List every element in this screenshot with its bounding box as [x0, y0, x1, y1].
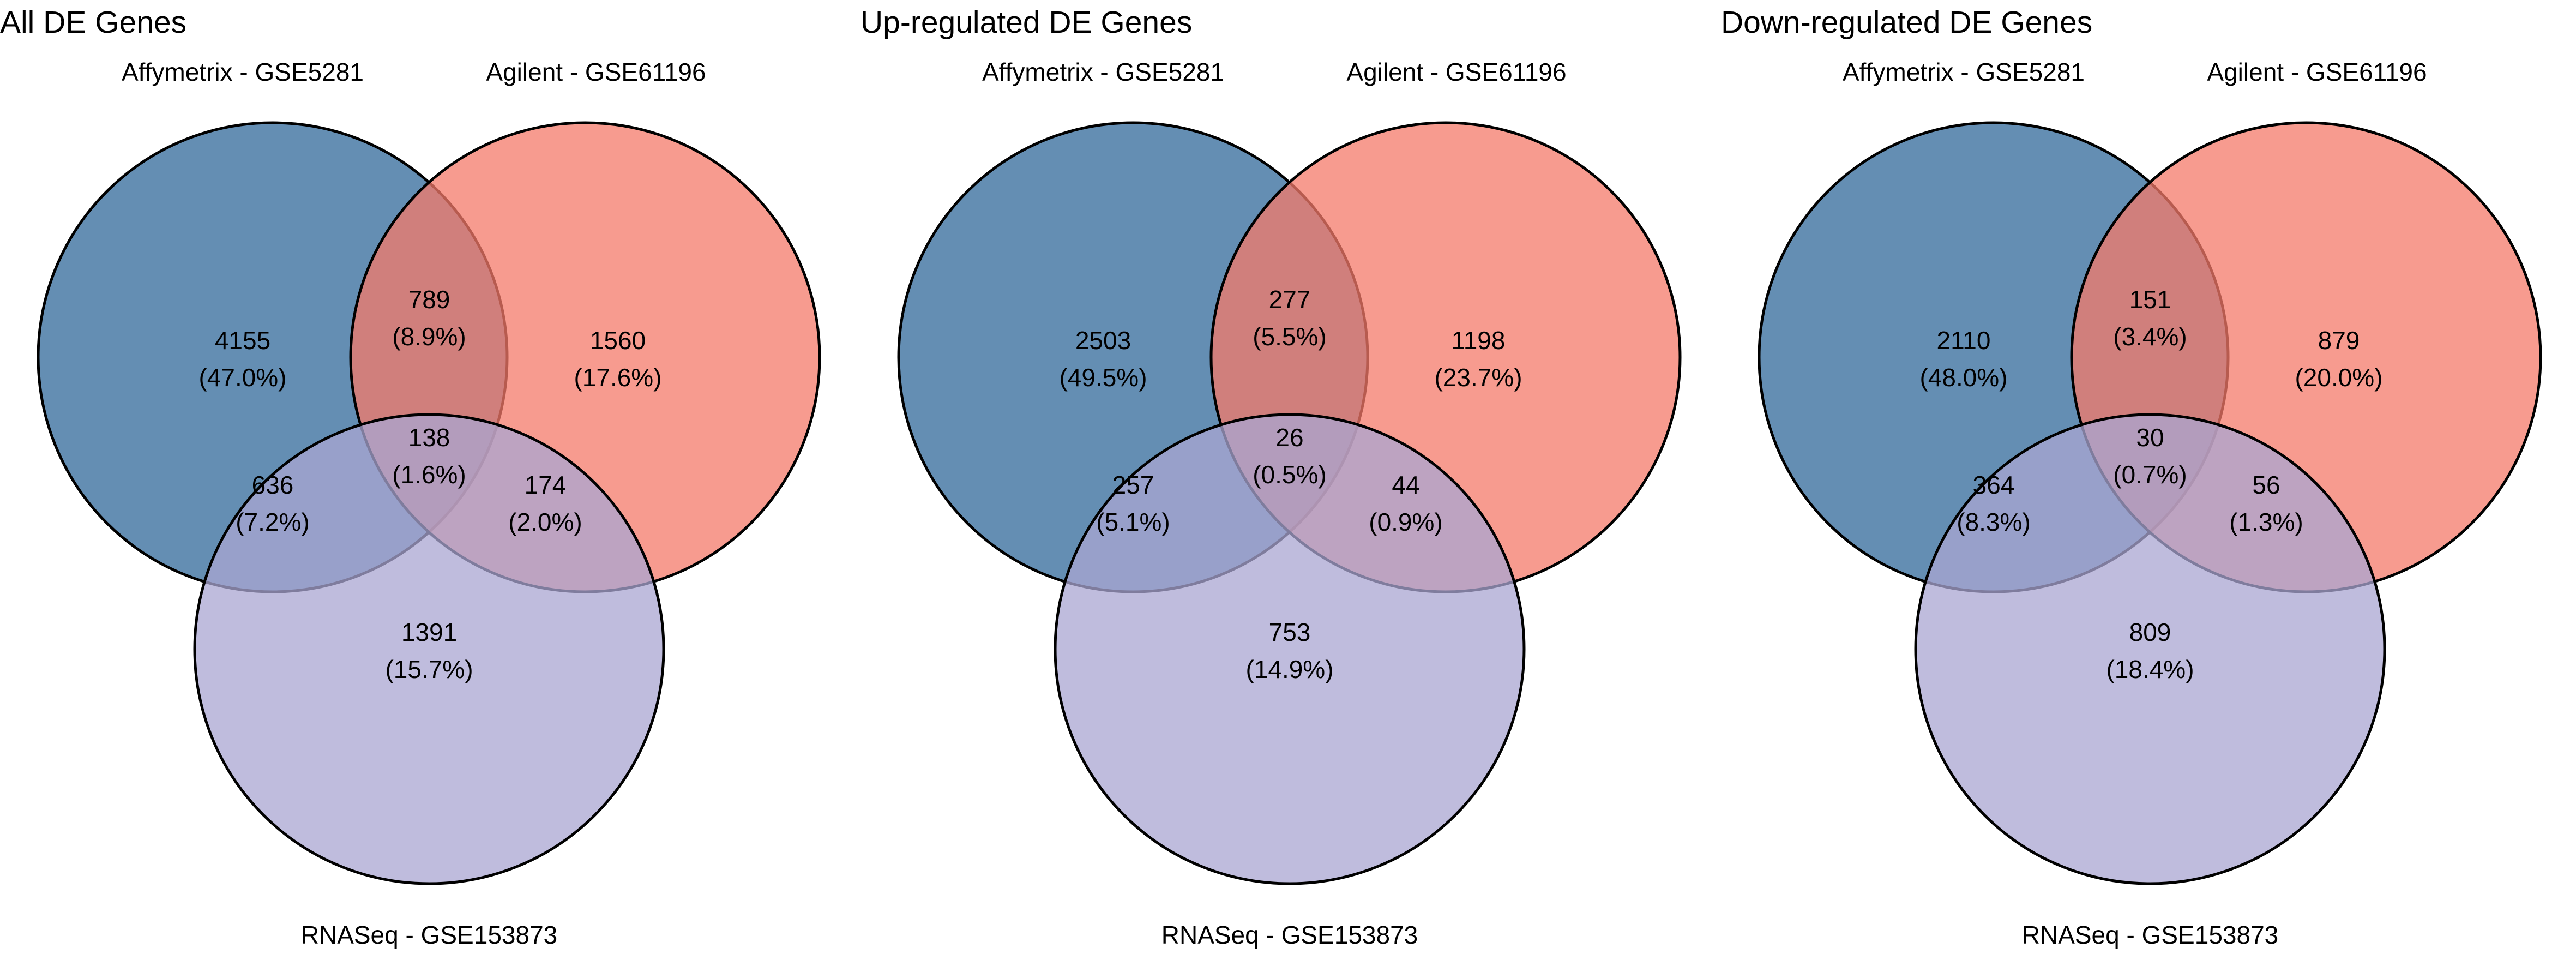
region-affy-rnaseq-percent: (8.3%) [1957, 508, 2030, 536]
region-agilent-rnaseq-count: 174 [525, 471, 567, 499]
region-agilent-rnaseq-percent: (0.9%) [1369, 508, 1442, 536]
rnaseq-circle [1914, 413, 2386, 885]
rnaseq-circle [1054, 413, 1526, 885]
region-agilent-rnaseq-percent: (1.3%) [2229, 508, 2303, 536]
venn-panel-3: Down-regulated DE Genes Affymetrix - GSE5… [1721, 5, 2542, 949]
rnaseq-set-label: RNASeq - GSE153873 [301, 921, 558, 949]
panel-title: All DE Genes [0, 5, 186, 40]
affymetrix-set-label: Affymetrix - GSE5281 [982, 58, 1224, 86]
region-affy-agilent-count: 277 [1269, 285, 1311, 314]
region-rnaseq-only-percent: (18.4%) [2106, 655, 2194, 683]
rnaseq-circle [193, 413, 665, 885]
region-affy-agilent-percent: (5.5%) [1253, 322, 1326, 351]
region-all-three-percent: (1.6%) [392, 460, 466, 489]
region-all-three-count: 26 [1275, 423, 1303, 452]
region-affy-agilent-percent: (8.9%) [392, 322, 466, 351]
region-affy-rnaseq-percent: (5.1%) [1096, 508, 1170, 536]
region-affy-agilent-count: 151 [2129, 285, 2171, 314]
region-affy-only-count: 2503 [1075, 326, 1131, 355]
rnaseq-set-label: RNASeq - GSE153873 [1161, 921, 1418, 949]
region-affy-agilent-percent: (3.4%) [2113, 322, 2187, 351]
region-all-three-percent: (0.5%) [1253, 460, 1326, 489]
venn-panel-2: Up-regulated DE Genes Affymetrix - GSE528… [860, 5, 1682, 949]
region-all-three-count: 138 [408, 423, 450, 452]
region-rnaseq-only-percent: (14.9%) [1245, 655, 1333, 683]
agilent-set-label: Agilent - GSE61196 [2207, 58, 2427, 86]
region-agilent-rnaseq-percent: (2.0%) [508, 508, 582, 536]
region-agilent-only-percent: (20.0%) [2295, 363, 2382, 392]
region-agilent-only-count: 879 [2318, 326, 2360, 355]
region-rnaseq-only-count: 1391 [401, 618, 457, 646]
region-affy-agilent-count: 789 [408, 285, 450, 314]
affymetrix-set-label: Affymetrix - GSE5281 [1843, 58, 2085, 86]
region-all-three-percent: (0.7%) [2113, 460, 2187, 489]
panel-title: Down-regulated DE Genes [1721, 5, 2092, 40]
region-rnaseq-only-count: 753 [1269, 618, 1311, 646]
agilent-set-label: Agilent - GSE61196 [1346, 58, 1566, 86]
region-agilent-only-count: 1560 [590, 326, 646, 355]
panel-title: Up-regulated DE Genes [860, 5, 1192, 40]
region-affy-rnaseq-percent: (7.2%) [236, 508, 309, 536]
region-affy-only-percent: (48.0%) [1919, 363, 2007, 392]
agilent-set-label: Agilent - GSE61196 [486, 58, 706, 86]
venn-panel-1: All DE Genes Affymetrix - GSE5281 Agilent … [0, 5, 821, 949]
region-affy-only-percent: (47.0%) [198, 363, 286, 392]
region-agilent-only-percent: (17.6%) [574, 363, 661, 392]
rnaseq-set-label: RNASeq - GSE153873 [2022, 921, 2279, 949]
region-affy-only-count: 4155 [215, 326, 270, 355]
region-affy-only-percent: (49.5%) [1059, 363, 1147, 392]
affymetrix-set-label: Affymetrix - GSE5281 [122, 58, 364, 86]
region-affy-rnaseq-count: 364 [1973, 471, 2015, 499]
region-agilent-rnaseq-count: 56 [2252, 471, 2280, 499]
region-rnaseq-only-count: 809 [2129, 618, 2171, 646]
region-affy-rnaseq-count: 636 [252, 471, 294, 499]
region-agilent-rnaseq-count: 44 [1392, 471, 1419, 499]
region-affy-only-count: 2110 [1937, 326, 1991, 355]
region-all-three-count: 30 [2136, 423, 2164, 452]
region-affy-rnaseq-count: 257 [1112, 471, 1154, 499]
region-rnaseq-only-percent: (15.7%) [385, 655, 473, 683]
region-agilent-only-percent: (23.7%) [1434, 363, 1522, 392]
region-agilent-only-count: 1198 [1452, 326, 1506, 355]
